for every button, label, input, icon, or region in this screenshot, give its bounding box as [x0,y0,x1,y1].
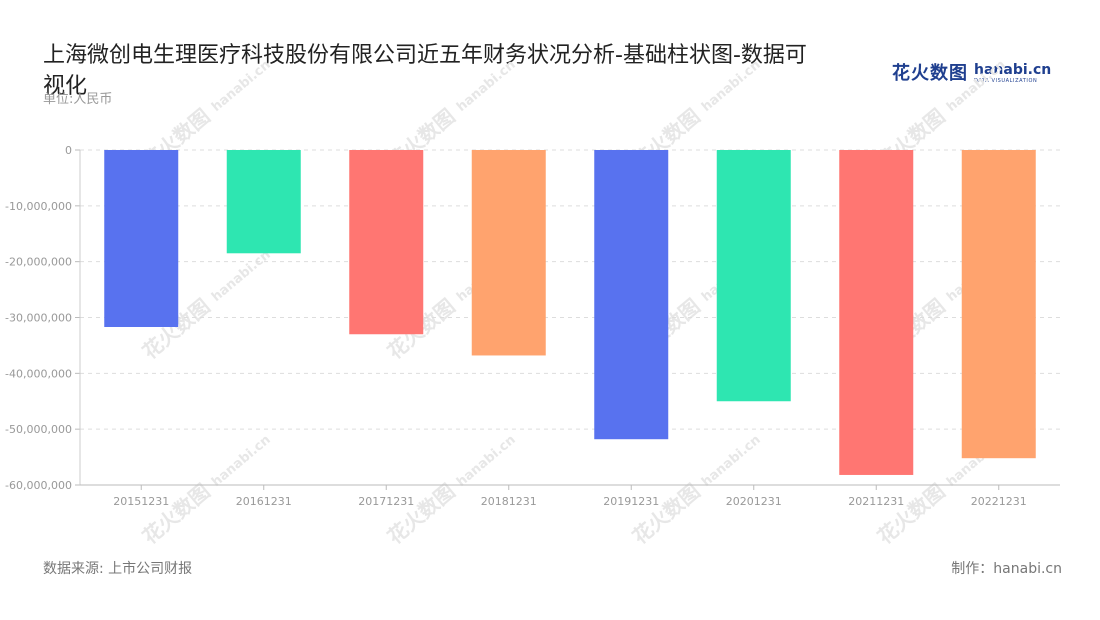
y-tick-label: -30,000,000 [5,312,72,325]
logo-cn-text: 花火数图 [892,63,968,84]
watermark-en: hanabi.cn [944,57,1009,115]
x-tick-label: 20211231 [848,495,904,508]
watermark-cn: 花火数图 [383,479,460,549]
bar [839,150,914,475]
bar [349,150,424,335]
credit-text: 制作：hanabi.cn [951,561,1062,577]
x-tick-label: 20201231 [726,495,782,508]
watermark-en: hanabi.cn [699,432,764,490]
bar [594,150,669,440]
watermark-en: hanabi.cn [209,57,274,115]
x-tick-label: 20171231 [358,495,414,508]
x-axis: 20151231 20161231 20171231 20181231 20191231… [80,484,1060,508]
bar [961,150,1036,459]
unit-label: 单位:人民币 [43,92,113,107]
bars [104,150,1036,475]
bar [226,150,301,254]
watermark-en: hanabi.cn [454,432,519,490]
watermark-cn: 花火数图 [628,479,705,549]
data-source: 数据来源: 上市公司财报 [43,561,193,577]
watermark-en: hanabi.cn [209,247,274,305]
x-tick-label: 20181231 [481,495,537,508]
brand-logo: 花火数图 hanabi.cn DATA VISUALIZATION [892,58,1051,84]
y-tick-label: -50,000,000 [5,423,72,436]
y-tick-label: -40,000,000 [5,367,72,380]
x-tick-label: 20191231 [603,495,659,508]
y-tick-label: 0 [65,144,72,157]
watermark-en: hanabi.cn [209,432,274,490]
chart-title: 上海微创电生理医疗科技股份有限公司近五年财务状况分析-基础柱状图-数据可视化 [43,43,807,99]
y-axis: 0 -10,000,000 -20,000,000 -30,000,000 -40,00… [5,144,81,492]
y-tick-label: -20,000,000 [5,256,72,269]
watermark-en: hanabi.cn [699,57,764,115]
bar [716,150,791,402]
watermark-cn: 花火数图 [873,479,950,549]
logo-sub-text: DATA VISUALIZATION [974,78,1038,84]
watermark-cn: 花火数图 [138,479,215,549]
bar [104,150,179,327]
watermark-en: hanabi.cn [454,57,519,115]
x-tick-label: 20151231 [113,495,169,508]
logo-en-text: hanabi.cn [974,62,1052,78]
y-tick-label: -10,000,000 [5,200,72,213]
x-tick-label: 20221231 [971,495,1027,508]
y-tick-label: -60,000,000 [5,479,72,492]
x-tick-label: 20161231 [236,495,292,508]
bar [471,150,546,356]
